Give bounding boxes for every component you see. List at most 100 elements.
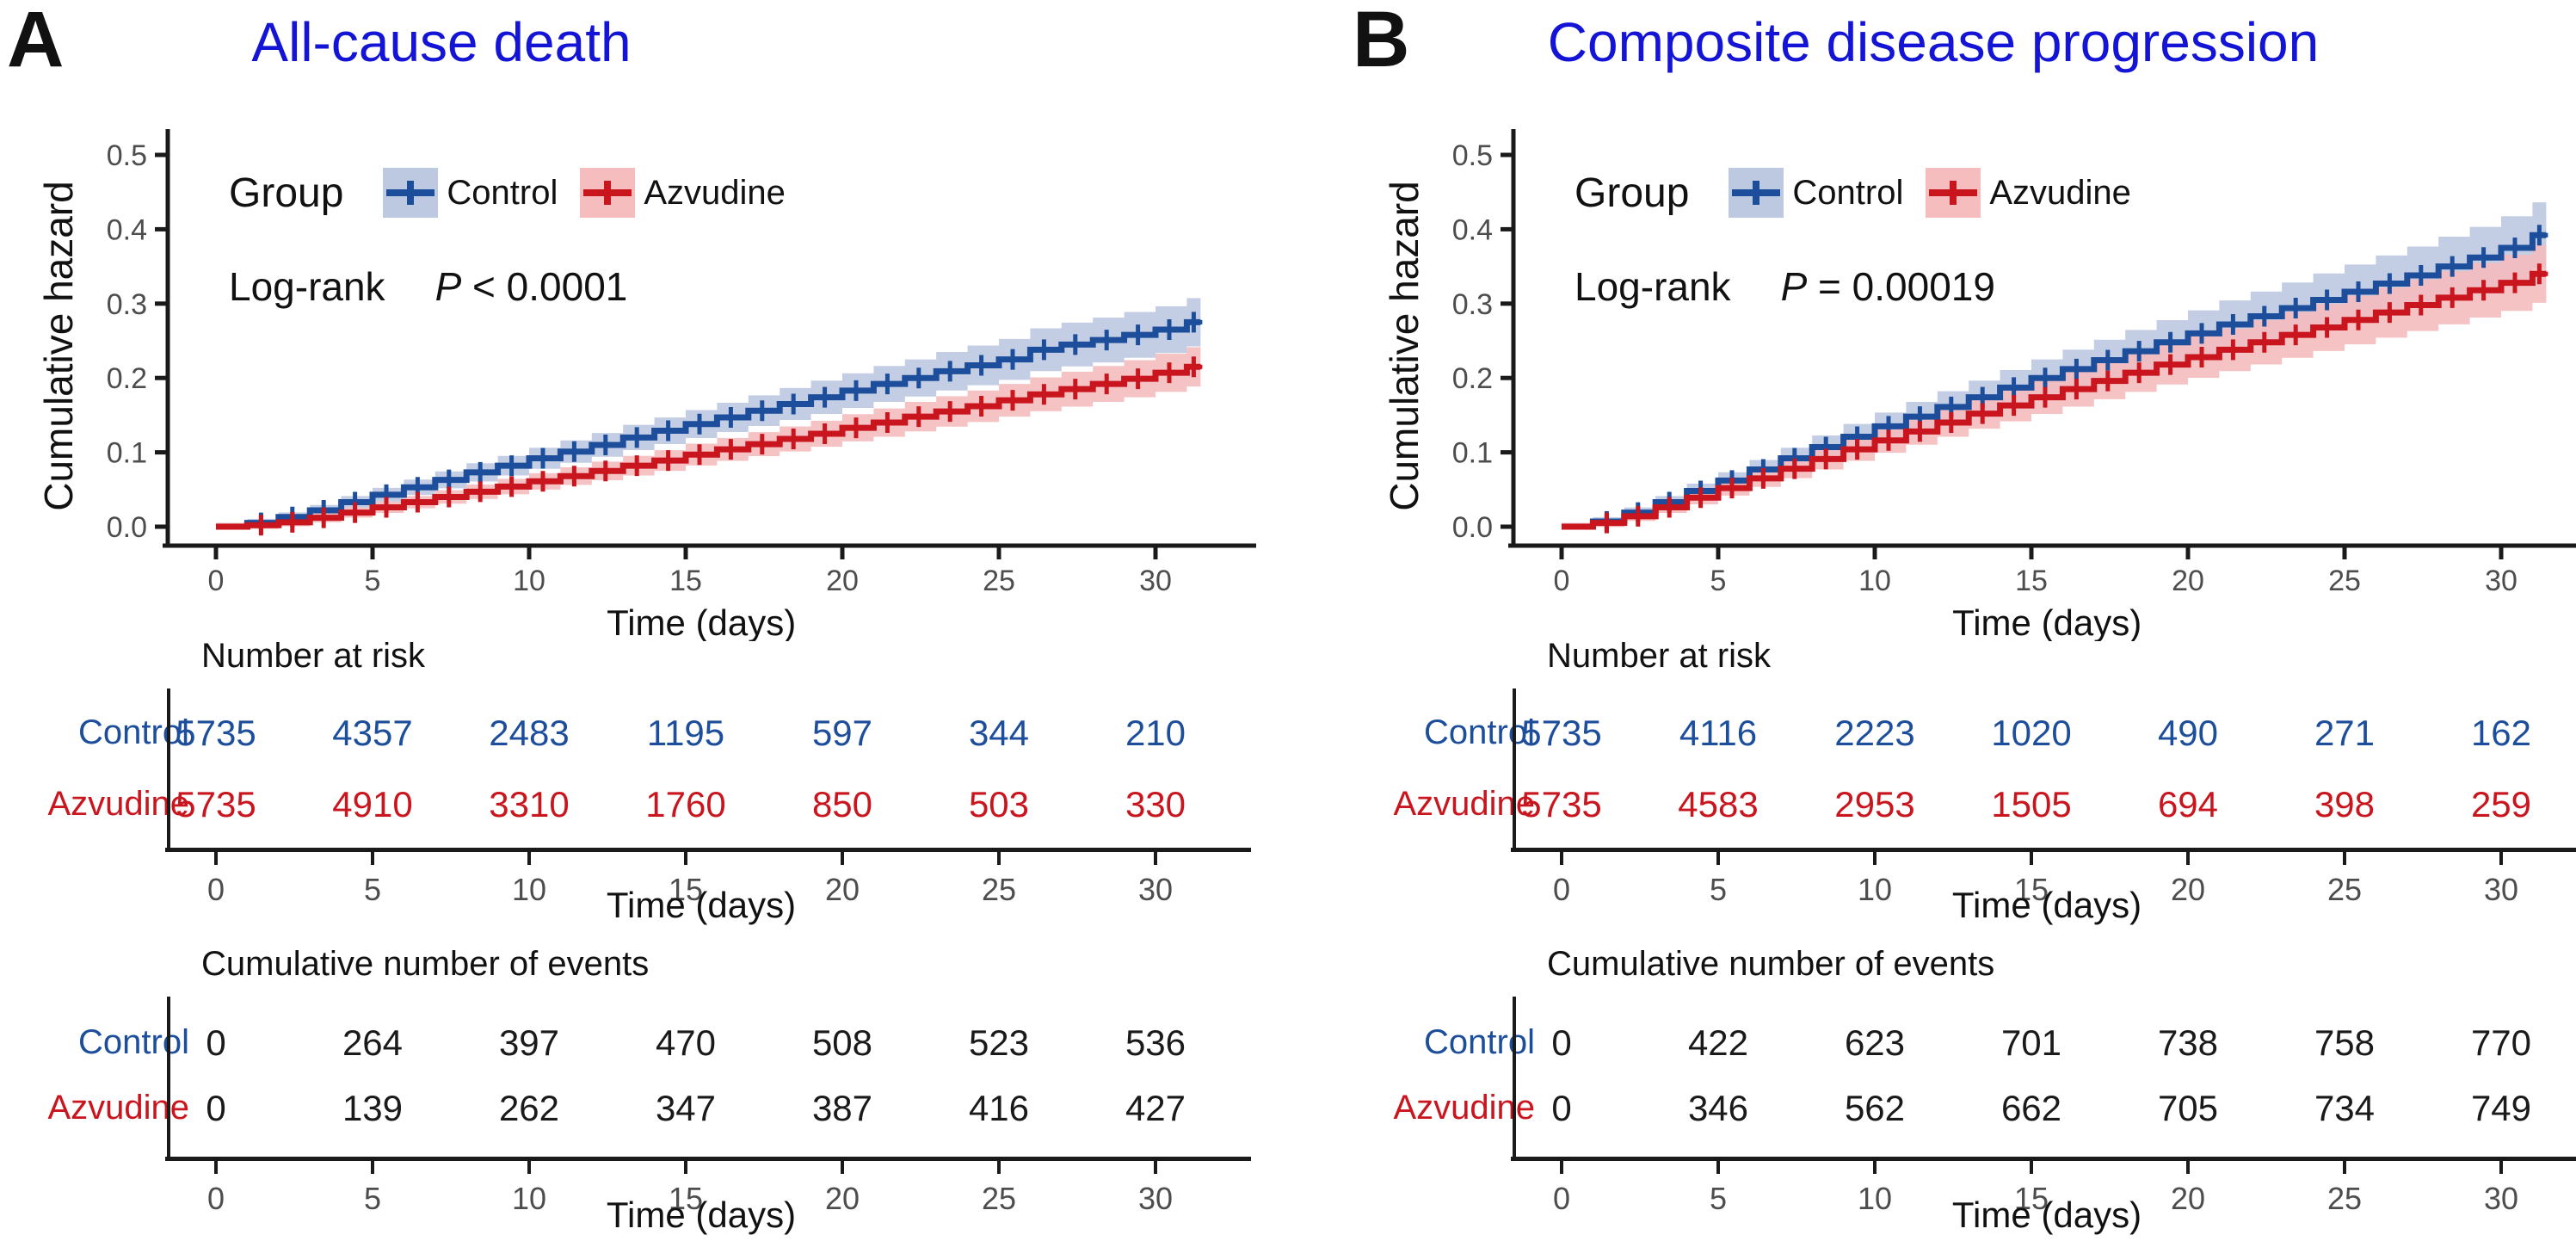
events-row-label-azvudine: Azvudine [1393,1089,1535,1127]
legend: Group Control Azvudine [1575,165,2154,220]
events-row-label-control: Control [78,1023,189,1061]
table-x-tick-label: 5 [1709,1181,1728,1216]
table-x-tick-label: 0 [206,1181,225,1216]
table-x-tick-mark [1873,1161,1877,1174]
table-x-tick-label: 30 [1137,872,1174,907]
logrank-annotation: Log-rank P < 0.0001 [229,263,627,310]
table-x-tick-mark [527,852,531,865]
y-tick-label: 0.1 [1452,437,1493,470]
risk-count: 1195 [646,713,725,753]
table-x-tick-mark [2030,1161,2033,1174]
x-tick-label: 20 [826,565,859,597]
risk-row-label-control: Control [78,713,189,751]
y-tick-label: 0.2 [107,362,147,395]
risk-row-label-azvudine: Azvudine [47,785,189,823]
table-x-tick-label: 25 [2326,872,2363,907]
events-row-label-control: Control [1424,1023,1535,1061]
event-count: 387 [811,1088,873,1128]
event-count: 734 [2314,1088,2376,1128]
risk-count: 597 [811,713,873,753]
x-tick-label: 5 [1710,565,1727,597]
events-table-title: Cumulative number of events [201,945,650,983]
y-tick-label: 0.2 [1452,362,1493,395]
event-count: 470 [655,1022,717,1063]
x-axis-label: Time (days) [607,602,796,641]
table-x-tick-mark [1154,852,1157,865]
y-tick-label: 0.0 [107,511,147,544]
table-x-tick-label: 0 [1552,872,1571,907]
cumulative-hazard-plot: 0.0 0.1 0.2 0.3 0.4 0.5 0 5 10 15 20 25 30 Time (days… [107,129,1256,641]
risk-table-axis-line [1513,688,1516,852]
events-table-title: Cumulative number of events [1547,945,1995,983]
table-x-tick-mark [2030,852,2033,865]
risk-count: 1505 [1991,784,2072,824]
y-tick-label: 0.4 [1452,213,1493,246]
event-count: 347 [655,1088,717,1128]
events-x-axis-label: Time (days) [606,1195,797,1235]
y-tick-label: 0.3 [1452,288,1493,321]
table-x-tick-label: 15 [2013,1181,2049,1216]
legend-label-azvudine: Azvudine [644,173,786,212]
risk-count: 162 [2470,713,2532,753]
event-count: 536 [1125,1022,1186,1063]
table-x-tick-label: 25 [2326,1181,2363,1216]
event-count: 662 [2000,1088,2062,1128]
risk-x-axis [1511,848,2576,852]
x-tick-label: 25 [2328,565,2361,597]
event-count: 0 [206,1088,226,1128]
table-x-tick-label: 30 [1137,1181,1174,1216]
table-x-tick-mark [214,1161,218,1174]
legend-label-azvudine: Azvudine [1989,173,2131,212]
risk-x-axis [165,848,1251,852]
risk-count: 1760 [645,784,726,824]
table-x-tick-mark [2499,1161,2503,1174]
risk-count: 5735 [1521,713,1602,753]
p-value: < 0.0001 [472,264,628,309]
p-value: = 0.00019 [1818,264,1995,309]
risk-count: 2483 [489,713,570,753]
events-x-axis [165,1157,1251,1161]
logrank-label: Log-rank [229,264,385,309]
event-count: 738 [2157,1022,2219,1063]
panel-a: A All-cause death 0.0 0.1 0.2 0.3 0.4 0.5 0 5 10… [7,0,1263,1241]
risk-row-label-control: Control [1424,713,1535,751]
table-x-tick-mark [371,852,374,865]
table-x-tick-mark [997,852,1001,865]
x-tick-label: 15 [2015,565,2048,597]
table-x-tick-label: 0 [206,872,225,907]
table-x-tick-label: 5 [363,872,382,907]
table-x-tick-mark [2343,852,2346,865]
table-x-tick-label: 20 [824,872,860,907]
table-x-tick-mark [1716,852,1720,865]
events-x-axis-label: Time (days) [1951,1195,2142,1235]
x-axis-label: Time (days) [1952,602,2142,641]
x-tick-label: 10 [513,565,545,597]
x-tick-label: 0 [1554,565,1570,597]
risk-count: 4357 [332,713,413,753]
control-confidence-band [1562,202,2547,529]
table-x-tick-mark [2343,1161,2346,1174]
risk-count: 4583 [1678,784,1759,824]
risk-count: 5735 [176,784,256,824]
panel-b: B Composite disease progression 0.0 0.1 0.… [1353,0,2576,1241]
event-count: 264 [342,1022,404,1063]
table-x-tick-label: 20 [2170,1181,2206,1216]
azvudine-censor-marks [1598,263,2548,534]
panel-title: All-cause death [251,11,632,73]
events-table-axis-line [167,997,170,1160]
table-x-tick-label: 30 [2483,872,2519,907]
risk-count: 330 [1125,784,1186,824]
event-count: 623 [1844,1022,1906,1063]
risk-count: 850 [811,784,873,824]
risk-count: 259 [2470,784,2532,824]
events-row-label-azvudine: Azvudine [47,1089,189,1127]
table-x-tick-mark [684,1161,687,1174]
y-tick-label: 0.5 [107,139,147,172]
risk-x-axis-label: Time (days) [1951,885,2142,925]
table-x-tick-mark [2186,1161,2190,1174]
risk-count: 503 [968,784,1030,824]
x-tick-label: 0 [208,565,225,597]
table-x-tick-mark [214,852,218,865]
table-x-tick-mark [684,852,687,865]
